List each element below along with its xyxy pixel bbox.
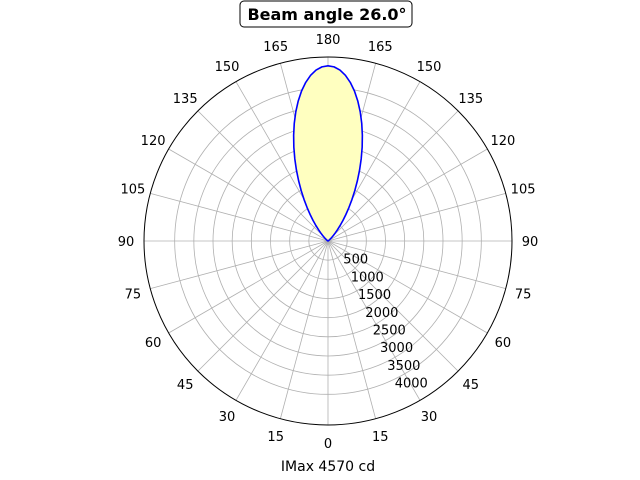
angle-tick-label: 45: [463, 378, 480, 393]
angle-tick-label: 90: [522, 235, 539, 250]
radial-tick-label: 1000: [351, 270, 384, 285]
radial-tick-label: 1500: [358, 288, 391, 303]
angle-tick-label: 30: [421, 410, 438, 425]
radial-tick-label: 2500: [373, 324, 406, 339]
angle-tick-label: 180: [316, 33, 341, 48]
angle-tick-label: 60: [495, 336, 512, 351]
angle-tick-label: 30: [219, 410, 236, 425]
x-axis-label: IMax 4570 cd: [281, 459, 375, 475]
angle-tick-label: 15: [372, 430, 389, 445]
angle-tick-label: 135: [173, 92, 198, 107]
intensity-series: [292, 65, 364, 242]
grid-spoke: [197, 240, 329, 372]
intensity-fill: [293, 65, 363, 241]
radial-tick-label: 500: [343, 253, 368, 268]
angle-tick-label: 120: [141, 134, 166, 149]
angle-tick-label: 75: [515, 287, 532, 302]
radial-tick-label: 2000: [365, 306, 398, 321]
chart-title: Beam angle 26.0°: [247, 5, 406, 24]
angle-tick-label: 135: [458, 92, 483, 107]
polar-frame: [143, 56, 513, 426]
angle-tick-label: 150: [215, 60, 240, 75]
radial-tick-label: 3500: [387, 359, 420, 374]
radial-tick-label: 3000: [380, 341, 413, 356]
grid-spoke: [168, 240, 329, 334]
angle-tick-labels: 180 1651501351201059075604530150153045607…: [118, 33, 539, 452]
radial-tick-label: 4000: [395, 377, 428, 392]
angle-tick-label: 165: [368, 40, 393, 55]
angle-tick-label: 120: [490, 134, 515, 149]
angle-tick-label: 105: [120, 183, 145, 198]
angle-tick-label: 60: [145, 336, 162, 351]
angle-tick-label: 150: [417, 60, 442, 75]
angle-tick-label: 75: [125, 287, 142, 302]
angle-tick-label: 15: [267, 430, 284, 445]
angle-tick-label: 90: [118, 235, 135, 250]
intensity-line: [292, 65, 364, 242]
angle-tick-label: 45: [177, 378, 194, 393]
angle-tick-label: 165: [263, 40, 288, 55]
chart-title-box: [239, 0, 413, 28]
chart-title-group: Beam angle 26.0°: [239, 0, 413, 28]
angle-tick-label: 0: [324, 437, 332, 452]
angle-tick-label: 105: [511, 183, 536, 198]
grid-spoke: [235, 240, 329, 401]
radial-tick-labels: 500 1000 1500 2000 2500 3000 3500 4000: [343, 253, 427, 392]
